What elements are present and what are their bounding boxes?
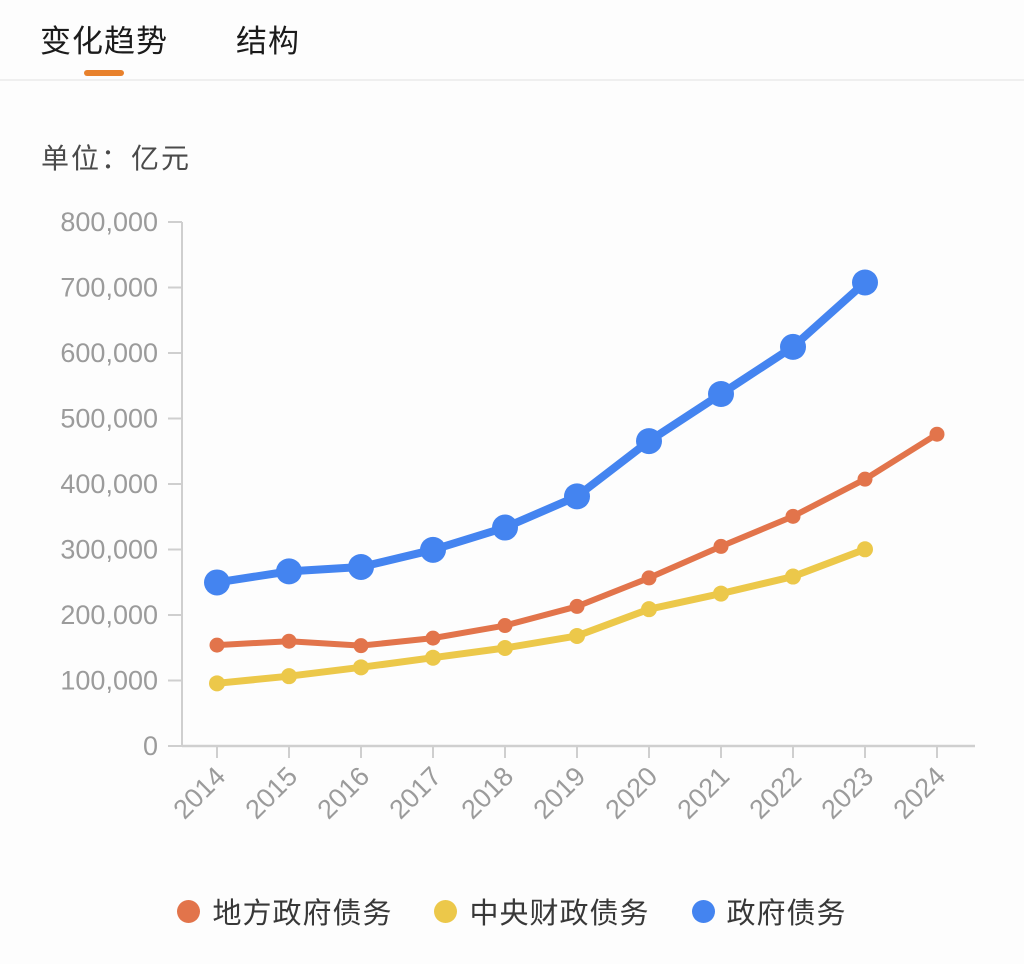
- tabbar-divider: [0, 79, 1024, 81]
- svg-text:100,000: 100,000: [60, 666, 158, 696]
- svg-text:2024: 2024: [888, 761, 952, 825]
- svg-text:300,000: 300,000: [60, 535, 158, 565]
- svg-text:2017: 2017: [384, 761, 448, 825]
- svg-text:2021: 2021: [672, 761, 736, 825]
- unit-label: 单位：亿元: [41, 143, 192, 174]
- svg-text:600,000: 600,000: [60, 338, 158, 368]
- legend-item[interactable]: 中央财政债务: [434, 890, 649, 932]
- svg-text:2019: 2019: [528, 761, 592, 825]
- svg-text:2015: 2015: [240, 761, 304, 825]
- legend-item[interactable]: 政府债务: [691, 890, 847, 932]
- svg-text:500,000: 500,000: [60, 404, 158, 434]
- svg-text:2023: 2023: [816, 761, 880, 825]
- svg-text:2022: 2022: [744, 761, 808, 825]
- tab-structure[interactable]: 结构: [236, 16, 300, 76]
- legend-dot-icon: [434, 899, 458, 923]
- active-tab-underline: [84, 70, 124, 76]
- svg-text:200,000: 200,000: [60, 600, 158, 630]
- chart-canvas[interactable]: 0 100,000 200,000 300,000 400,000 500,000 600,…: [0, 200, 1024, 866]
- line-chart-svg: 0 100,000 200,000 300,000 400,000 500,000 600,…: [60, 207, 975, 825]
- svg-text:400,000: 400,000: [60, 469, 158, 499]
- legend-label: 中央财政债务: [469, 898, 650, 930]
- tab-trend-label: 变化趋势: [40, 24, 168, 59]
- tab-structure-label: 结构: [236, 24, 300, 59]
- tab-trend[interactable]: 变化趋势: [40, 16, 168, 76]
- tab-bar: 变化趋势 结构: [40, 16, 300, 76]
- legend-item[interactable]: 地方政府债务: [177, 890, 392, 932]
- chart-legend: 地方政府债务 中央财政债务 政府债务: [0, 890, 1024, 932]
- legend-label: 政府债务: [726, 898, 847, 930]
- legend-dot-icon: [177, 899, 201, 923]
- legend-label: 地方政府债务: [212, 898, 393, 930]
- svg-text:2014: 2014: [168, 761, 232, 825]
- svg-text:2020: 2020: [600, 761, 664, 825]
- svg-text:2018: 2018: [456, 761, 520, 825]
- svg-text:800,000: 800,000: [60, 207, 158, 237]
- legend-dot-icon: [691, 899, 715, 923]
- inactive-tab-underline: [248, 70, 288, 76]
- svg-text:2016: 2016: [312, 761, 376, 825]
- svg-text:700,000: 700,000: [60, 273, 158, 303]
- svg-text:0: 0: [143, 731, 158, 761]
